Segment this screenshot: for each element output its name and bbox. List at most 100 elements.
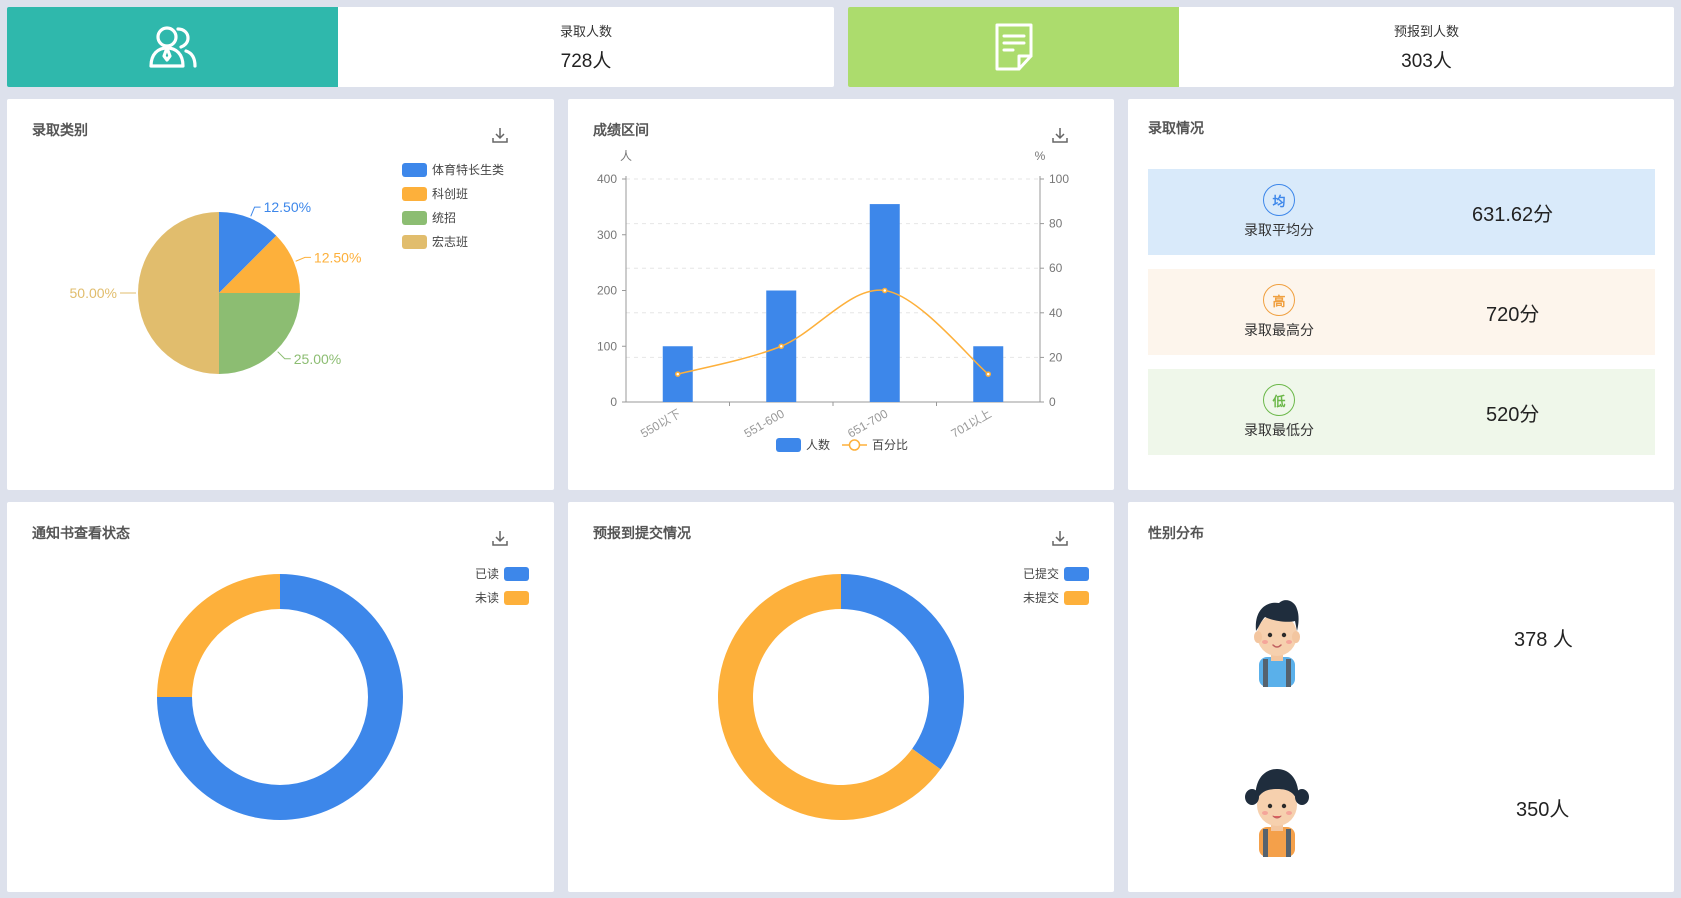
- pie-label-line: [295, 256, 311, 262]
- pie-label-line: [277, 351, 291, 360]
- pie-slice: [219, 212, 277, 293]
- download-icon[interactable]: [490, 125, 510, 145]
- pie-label: 50.00%: [70, 285, 117, 301]
- panel-title: 录取类别: [32, 122, 88, 138]
- score-badge: 均: [1263, 184, 1295, 216]
- score-row-average: 均 录取平均分 631.62分: [1148, 169, 1655, 255]
- y-tick-label-right: 20: [1049, 350, 1063, 364]
- legend-item-percent[interactable]: 百分比: [842, 436, 908, 453]
- y-axis-unit-left: 人: [620, 149, 632, 163]
- pie-label-line: [250, 206, 261, 217]
- score-value: 720分: [1486, 303, 1540, 326]
- stat-card-prereg: 预报到人数 303人: [848, 7, 1674, 87]
- panel-title: 性别分布: [1148, 525, 1204, 541]
- legend-swatch: [402, 186, 427, 201]
- legend-item[interactable]: 已读: [475, 565, 529, 582]
- female-count: 350人: [1516, 798, 1570, 821]
- pie-label: 25.00%: [294, 351, 341, 367]
- legend-label: 未读: [474, 591, 499, 605]
- download-icon[interactable]: [1050, 125, 1070, 145]
- legend-label: 百分比: [872, 438, 909, 452]
- panel-title: 通知书查看状态: [32, 525, 130, 541]
- admission-category-panel: 录取类别 体育特长生类 科创班 统招 宏志班 12.50% 12.50% 25.00…: [7, 99, 554, 490]
- legend-swatch: [402, 162, 427, 177]
- panel-title: 录取情况: [1148, 120, 1204, 136]
- y-tick-label-right: 40: [1049, 306, 1063, 320]
- legend-swatch: [1064, 590, 1089, 605]
- y-tick-label-right: 100: [1049, 172, 1069, 186]
- bar: [869, 204, 900, 402]
- line-point: [985, 371, 991, 377]
- legend-label: 体育特长生类: [432, 163, 505, 177]
- stat-body: 预报到人数 303人: [1179, 7, 1674, 87]
- gender-row-male: 378 人: [1148, 587, 1655, 687]
- legend-label: 已提交: [1022, 567, 1059, 581]
- legend-swatch: [402, 210, 427, 225]
- stat-value: 303人: [1401, 51, 1452, 72]
- score-left: 均 录取平均分: [1148, 184, 1410, 240]
- line-point: [778, 343, 784, 349]
- legend-swatch: [504, 566, 529, 581]
- line-point: [675, 371, 681, 377]
- series-line: [677, 289, 989, 375]
- download-icon[interactable]: [1050, 528, 1070, 548]
- boy-avatar-icon: [1254, 600, 1300, 687]
- pie-slice: [219, 293, 300, 374]
- legend-label: 人数: [806, 438, 831, 452]
- donut-slice: [717, 574, 941, 820]
- pie-chart: 12.50% 12.50% 25.00% 50.00%: [70, 199, 361, 374]
- donut-chart: [717, 574, 964, 820]
- gender-panel: 性别分布 378 人: [1128, 502, 1674, 892]
- y-tick-label-left: 100: [597, 339, 617, 353]
- legend-item[interactable]: 未提交: [1023, 589, 1089, 606]
- y-tick-label-right: 0: [1049, 395, 1056, 409]
- stat-value: 728人: [560, 51, 612, 72]
- y-tick-label-left: 400: [597, 172, 617, 186]
- y-tick-label-right: 80: [1049, 217, 1063, 231]
- y-tick-label-left: 300: [597, 228, 617, 242]
- line-point: [882, 287, 888, 294]
- score-value: 631.62分: [1472, 203, 1554, 226]
- prereg-status-panel: 预报到提交情况 已提交 未提交: [568, 502, 1114, 892]
- legend-item[interactable]: 统招: [402, 209, 456, 226]
- score-value: 520分: [1486, 403, 1540, 426]
- donut-slice: [841, 574, 964, 770]
- score-badge: 高: [1263, 284, 1295, 316]
- stat-label: 预报到人数: [1393, 24, 1459, 39]
- stat-icon-box: [7, 7, 338, 87]
- score-badge: 低: [1263, 384, 1295, 416]
- legend-item[interactable]: 体育特长生类: [402, 161, 504, 178]
- donut-chart: [157, 574, 403, 820]
- admission-status-panel: 录取情况 均 录取平均分 631.62分 高 录取最高分 720分 低 录取最低…: [1128, 99, 1674, 490]
- score-label: 录取最低分: [1244, 422, 1314, 438]
- legend-label: 科创班: [432, 187, 469, 201]
- legend-item[interactable]: 科创班: [402, 185, 468, 202]
- legend-item[interactable]: 宏志班: [402, 233, 468, 250]
- legend-swatch: [776, 437, 801, 452]
- legend-label: 已读: [474, 567, 499, 581]
- legend-item[interactable]: 已提交: [1023, 565, 1089, 582]
- gender-row-female: 350人: [1148, 757, 1655, 857]
- legend-item-count[interactable]: 人数: [776, 436, 830, 453]
- y-axis-unit-right: %: [1035, 149, 1046, 163]
- legend-label: 统招: [432, 211, 457, 225]
- legend-swatch: [1064, 566, 1089, 581]
- stat-label: 录取人数: [559, 24, 612, 39]
- x-tick-label: 701以上: [949, 406, 994, 440]
- download-icon[interactable]: [490, 528, 510, 548]
- male-count: 378 人: [1514, 628, 1573, 651]
- pie-label: 12.50%: [264, 199, 311, 215]
- stat-icon-box: [848, 7, 1179, 87]
- pie-slice: [219, 235, 300, 293]
- score-row-lowest: 低 录取最低分 520分: [1148, 369, 1655, 455]
- legend-item[interactable]: 未读: [475, 589, 529, 606]
- pie-label: 12.50%: [314, 249, 361, 265]
- legend-line-swatch: [842, 438, 867, 451]
- score-label: 录取平均分: [1244, 222, 1314, 238]
- y-tick-label-left: 200: [597, 284, 617, 298]
- legend-swatch: [504, 590, 529, 605]
- legend-label: 未提交: [1022, 591, 1059, 605]
- y-tick-label-left: 0: [610, 395, 617, 409]
- users-icon: [148, 26, 197, 68]
